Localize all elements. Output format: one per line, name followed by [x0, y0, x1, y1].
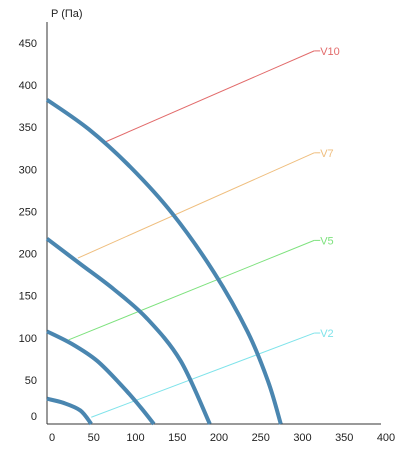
series-label-v5: V5 [320, 235, 333, 247]
y-tick-label: 50 [25, 375, 37, 387]
fan-curve-3 [45, 237, 212, 425]
y-tick-label: 350 [19, 122, 37, 134]
y-axis-title: P (Па) [51, 8, 83, 20]
x-tick-label: 350 [335, 432, 353, 444]
x-tick-label: 100 [126, 432, 144, 444]
x-tick-label: 250 [252, 432, 270, 444]
y-tick-label: 100 [19, 333, 37, 345]
fan-curve-4 [45, 98, 283, 425]
x-tick-labels: 0 50 100 150 200 250 300 350 400 [49, 432, 395, 444]
axes [46, 22, 381, 425]
y-tick-label: 200 [19, 249, 37, 261]
fan-curves [45, 98, 283, 426]
series-line-v10 [105, 50, 315, 143]
y-tick-label: 300 [19, 164, 37, 176]
y-tick-labels: 0 50 100 150 200 250 300 350 400 450 [19, 38, 37, 423]
x-tick-label: 400 [377, 432, 395, 444]
x-tick-label: 200 [210, 432, 228, 444]
series-label-v7: V7 [320, 148, 333, 160]
fan-curve-1 [46, 396, 93, 426]
series-line-v2 [91, 332, 315, 418]
series-label-v10: V10 [320, 46, 340, 58]
x-tick-label: 50 [88, 432, 100, 444]
y-tick-label: 250 [19, 206, 37, 218]
x-tick-label: 0 [49, 432, 55, 444]
y-tick-label: 450 [19, 38, 37, 50]
series-labels: V2 V5 V7 V10 [320, 46, 340, 340]
x-tick-label: 150 [168, 432, 186, 444]
series-label-v2: V2 [320, 328, 333, 340]
y-tick-label: 0 [31, 411, 37, 423]
y-tick-label: 150 [19, 291, 37, 303]
series-lines [68, 50, 321, 418]
x-tick-label: 300 [293, 432, 311, 444]
series-line-v5 [68, 239, 315, 341]
series-line-v7 [77, 152, 315, 259]
fan-curve-2 [46, 329, 156, 426]
y-tick-label: 400 [19, 80, 37, 92]
